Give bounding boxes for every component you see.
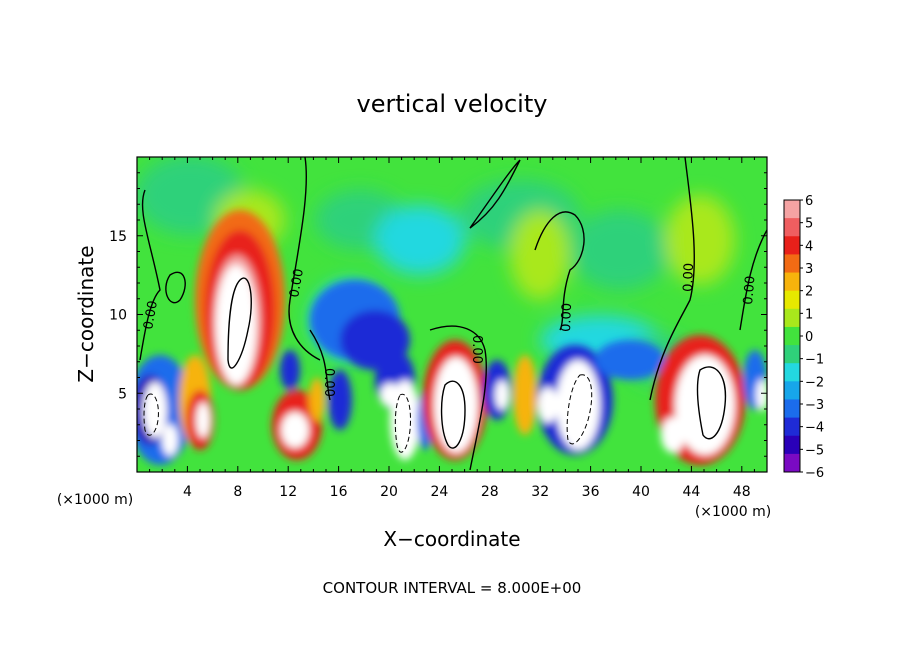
x-tick-label: 28	[481, 484, 499, 500]
x-unit-right: (×1000 m)	[695, 504, 771, 520]
contour-label: 0.00	[559, 303, 575, 332]
heatmap-field	[137, 157, 767, 472]
colorbar-swatch	[784, 290, 800, 310]
contour-line	[143, 393, 159, 436]
colorbar-tick-label: −6	[805, 466, 824, 481]
contour-line	[429, 325, 488, 471]
contour-line	[139, 189, 161, 361]
contour-line	[696, 366, 727, 440]
colorbar-swatch	[784, 308, 800, 328]
contour-labels: 0.00 0.00 0.00 0.00 0.00 0.00 0.00	[141, 263, 758, 397]
colorbar-swatch	[784, 363, 800, 382]
colorbar-tick-label: −4	[805, 421, 824, 436]
y-tick-labels: 5 10 15	[109, 229, 127, 403]
contour-label: 0.00	[741, 275, 758, 305]
colorbar-swatch	[784, 326, 800, 346]
colorbar	[783, 199, 803, 473]
x-unit-left: (×1000 m)	[57, 492, 133, 508]
contour-label: 0.00	[287, 268, 307, 299]
x-tick-label: 24	[430, 484, 448, 500]
contour-line	[227, 277, 252, 369]
updraft-downdraft-cores	[137, 210, 767, 465]
x-tick-label: 20	[380, 484, 398, 500]
contour-line	[440, 380, 466, 449]
colorbar-swatch	[784, 453, 800, 473]
zero-contours	[139, 157, 767, 471]
x-tick-marks	[149, 157, 755, 472]
colorbar-swatch	[784, 417, 800, 437]
colorbar-tick-label: 3	[805, 262, 813, 277]
contour-line	[288, 157, 321, 361]
contour-line	[649, 157, 695, 401]
colorbar-tick-label: 2	[805, 285, 813, 300]
x-tick-label: 16	[330, 484, 348, 500]
colorbar-tick-labels: 6 5 4 3 2 1 0 −1 −2 −3 −4 −5 −6	[805, 194, 824, 481]
x-tick-label: 8	[233, 484, 242, 500]
chart-title: vertical velocity	[357, 90, 548, 118]
x-tick-label: 36	[582, 484, 600, 500]
colorbar-swatch	[784, 381, 800, 400]
x-tick-label: 40	[632, 484, 650, 500]
contour-line	[566, 374, 593, 445]
colorbar-swatch	[784, 272, 800, 292]
contour-label: 0.00	[681, 263, 697, 292]
contour-label: 0.00	[469, 335, 484, 364]
colorbar-swatch	[784, 345, 800, 364]
colorbar-swatch	[784, 254, 800, 274]
colorbar-tick-label: 5	[805, 217, 813, 232]
y-axis-title: Z−coordinate	[74, 245, 98, 382]
y-tick-label: 15	[109, 229, 127, 245]
contour-line	[165, 271, 186, 304]
colorbar-swatch	[784, 218, 800, 237]
colorbar-tick-label: 6	[805, 194, 813, 209]
x-tick-label: 48	[733, 484, 751, 500]
colorbar-tick-label: −3	[805, 398, 824, 413]
colorbar-swatch	[784, 435, 800, 455]
colorbar-tick-label: −2	[805, 375, 824, 390]
y-tick-marks	[137, 172, 767, 457]
contour-line	[309, 329, 331, 401]
x-tick-label: 4	[183, 484, 192, 500]
y-tick-label: 5	[118, 386, 127, 402]
contour-label: 0.00	[141, 300, 161, 331]
colorbar-tick-label: −5	[805, 443, 824, 458]
x-tick-labels: 4 8 12 16 20 24 28 32 36 40 44 48	[183, 484, 751, 500]
colorbar-tick-label: 1	[805, 307, 813, 322]
x-tick-label: 32	[531, 484, 549, 500]
contour-interval-note: CONTOUR INTERVAL = 8.000E+00	[323, 579, 582, 597]
contour-line	[534, 211, 585, 331]
colorbar-tick-label: −1	[805, 353, 824, 368]
colorbar-swatch	[784, 236, 800, 255]
negative-contours	[143, 374, 593, 453]
contour-label: 0.00	[321, 368, 336, 397]
colorbar-swatch	[784, 399, 800, 419]
colorbar-tick-label: 0	[805, 330, 813, 345]
contour-line	[469, 159, 521, 229]
x-axis-title: X−coordinate	[383, 527, 520, 551]
contour-line	[739, 229, 767, 331]
y-tick-label: 10	[109, 308, 127, 324]
colorbar-swatch	[784, 200, 800, 219]
colorbar-tick-label: 4	[805, 239, 813, 254]
x-tick-label: 12	[279, 484, 297, 500]
x-tick-label: 44	[682, 484, 700, 500]
